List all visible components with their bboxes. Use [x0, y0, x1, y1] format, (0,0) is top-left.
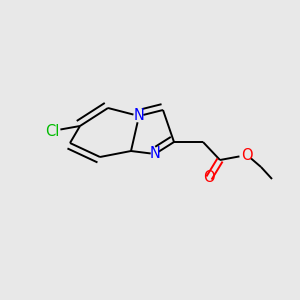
Text: N: N [134, 109, 144, 124]
Text: O: O [241, 148, 253, 163]
Text: N: N [150, 146, 160, 161]
Text: O: O [203, 170, 215, 185]
Text: Cl: Cl [45, 124, 59, 139]
